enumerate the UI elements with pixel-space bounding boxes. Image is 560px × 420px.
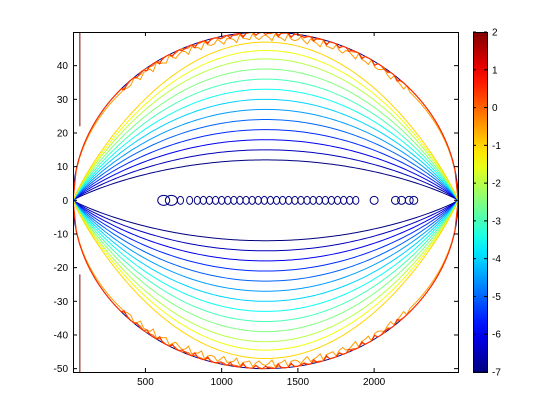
inner-bubble-contour [390, 195, 400, 205]
colorbar-tick-label: 2 [492, 28, 498, 39]
colorbar-tick-label: -5 [492, 292, 501, 303]
y-tick-label: -50 [54, 364, 69, 375]
colorbar-tick-label: -6 [492, 330, 501, 341]
colorbar-tick-label: -3 [492, 216, 501, 227]
contour-level--6_5-lower [73, 199, 458, 252]
contour-level-0_5-lower [73, 200, 458, 370]
y-tick-label: 0 [62, 196, 68, 207]
x-tick-label: 1000 [211, 377, 234, 388]
x-tick-label: 1500 [287, 377, 310, 388]
contour-level--2_5-lower [73, 200, 458, 333]
contour-level--5-lower [73, 199, 458, 282]
colorbar-border [473, 32, 488, 373]
colorbar-tick-label: -1 [492, 141, 501, 152]
colorbar-gradient [473, 32, 487, 372]
contour-level--1-upper [73, 41, 458, 201]
contour-level--3-upper [73, 78, 458, 201]
contour-level--5_5-upper [73, 129, 458, 201]
contour-level-0_5-upper [73, 32, 458, 201]
axes-background [73, 32, 458, 372]
contour-level--6-upper [73, 139, 458, 201]
x-tick-label: 500 [137, 377, 154, 388]
inner-bubble-contour [409, 195, 419, 205]
contour-level--5_5-lower [73, 199, 458, 272]
contour-level--4_5-upper [73, 108, 458, 201]
contour-level--1_5-lower [73, 200, 458, 351]
contour-level--4-upper [73, 98, 458, 201]
colorbar: 2 1 0 -1 -2 -3 -4 -5 -6 -7 [473, 28, 501, 379]
contour-lines [73, 32, 458, 372]
y-tick-label: 40 [57, 61, 69, 72]
contour-level--3_5-lower [73, 200, 458, 312]
inner-bubble-contour [176, 195, 184, 205]
contour-level--3_5-upper [73, 88, 458, 201]
contour-level--5-upper [73, 119, 458, 201]
y-tick-label: 10 [57, 162, 69, 173]
contour-level--1_5-upper [73, 50, 458, 201]
contour-level--6-lower [73, 199, 458, 262]
y-axis-ticks: -50 -40 -30 -20 -10 0 10 20 30 40 [54, 61, 458, 375]
inner-bubble-contour [352, 195, 360, 205]
contour-level--7-lower [73, 199, 458, 242]
contour-level--2_5-upper [73, 68, 458, 201]
x-tick-label: 2000 [363, 377, 386, 388]
contour-level--2-upper [73, 58, 458, 201]
contour-level--4_5-lower [73, 200, 458, 292]
inner-bubble-contour [369, 195, 379, 205]
colorbar-tick-label: 0 [492, 103, 498, 114]
inner-bubble-contour [186, 195, 194, 205]
axes-border [73, 32, 459, 373]
contour-level--6_5-upper [73, 149, 458, 201]
y-tick-label: -30 [54, 297, 69, 308]
inner-bubble-contour [157, 194, 171, 206]
inner-bubble-contour [404, 195, 414, 205]
colorbar-tick-label: 1 [492, 65, 498, 76]
colorbar-tick-label: -4 [492, 254, 501, 265]
contour-level--2-lower [73, 200, 458, 343]
colorbar-tick-label: -2 [492, 179, 501, 190]
contour-level--7-upper [73, 159, 458, 201]
y-tick-label: -10 [54, 229, 69, 240]
x-axis-ticks: 500 1000 1500 2000 [137, 32, 386, 388]
y-tick-label: -20 [54, 263, 69, 274]
y-tick-label: 20 [57, 128, 69, 139]
axes-area [73, 32, 458, 372]
contour-level--1-lower [73, 200, 458, 360]
contour-level--4-lower [73, 200, 458, 302]
colorbar-tick-label: -7 [492, 368, 501, 379]
y-tick-label: 30 [57, 95, 69, 106]
axes-frame [73, 32, 459, 373]
contour-level--3-lower [73, 200, 458, 323]
y-tick-label: -40 [54, 330, 69, 341]
